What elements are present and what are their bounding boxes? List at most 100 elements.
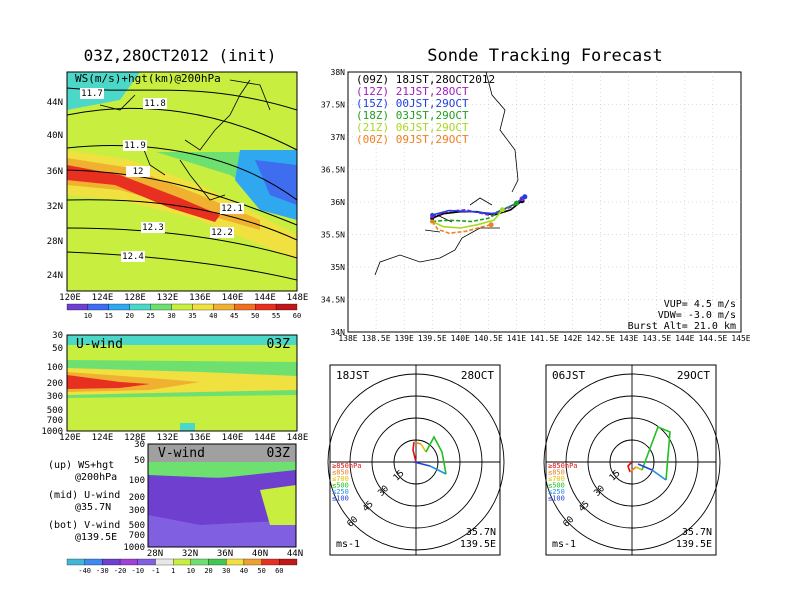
map-lat-ticks: 44N 40N 36N 32N 28N 24N xyxy=(47,98,63,281)
tracking-lon-tick: 143E xyxy=(619,334,638,343)
map-frame xyxy=(66,71,298,292)
ws-colorbar-tick: 10 xyxy=(84,312,92,320)
contour-label-bg xyxy=(121,251,145,262)
contour-label-text: 12.3 xyxy=(142,223,164,233)
contour-label-text: 12.4 xyxy=(122,252,144,262)
polar-pressure-level: ≤700 xyxy=(548,475,565,483)
tracking-legend: (09Z) 18JST,28OCT2012(12Z) 21JST,28OCT(1… xyxy=(356,73,495,146)
track-burst-marker xyxy=(488,222,494,228)
map-lon-tick: 136E xyxy=(189,293,211,303)
contour-labels: 11.7 11.8 11.9 12 12.1 12.2 12.3 12.4 xyxy=(80,88,244,262)
tracking-lat-tick: 36.5N xyxy=(321,166,345,175)
polar-unit: ms-1 xyxy=(552,539,576,550)
ws-colorbar-swatch xyxy=(66,303,89,311)
ws-colorbar-swatch xyxy=(150,303,172,311)
uwind-time: 03Z xyxy=(267,337,291,352)
uwind-p-tick: 100 xyxy=(47,363,63,373)
vwind-p-tick: 500 xyxy=(129,521,145,531)
tracking-lon-tick: 143.5E xyxy=(642,334,671,343)
track-line xyxy=(431,221,492,235)
vwind-label: V-wind xyxy=(158,446,205,461)
legend-note-line1: (bot) V-wind xyxy=(48,520,120,531)
contour-label: 12 xyxy=(126,166,150,177)
tracking-lon-tick: 142.5E xyxy=(586,334,615,343)
uv-colorbar-swatch xyxy=(173,558,191,566)
tracking-param: Burst Alt= 21.0 km xyxy=(628,321,736,332)
map-title: 03Z,28OCT2012 (init) xyxy=(84,46,277,65)
hodograph-trace xyxy=(420,443,427,453)
ws-colorbar-tick: 45 xyxy=(230,312,238,320)
tracking-lat-tick: 36N xyxy=(331,198,346,207)
track-burst-marker xyxy=(499,207,505,213)
polar-time: 06JST xyxy=(552,369,585,382)
uwind-p-tick: 700 xyxy=(47,416,63,426)
tracking-lat-tick: 38N xyxy=(331,68,346,77)
hodograph-trace xyxy=(651,469,667,481)
contour-label: 11.7 xyxy=(80,88,104,99)
contour-label-text: 11.8 xyxy=(144,99,166,109)
contour-label-bg xyxy=(80,88,104,99)
sonde-tracks xyxy=(430,194,528,235)
tracking-legend-item: (09Z) 18JST,28OCT2012 xyxy=(356,73,495,86)
contour-label-text: 12.2 xyxy=(211,228,233,238)
hodograph-trace xyxy=(413,461,431,467)
contour-label: 11.9 xyxy=(123,140,147,151)
polar-pressure-level: ≤250 xyxy=(548,488,565,496)
vwind-lat-tick: 44N xyxy=(287,549,303,559)
uwind-p-tick: 1000 xyxy=(41,427,63,437)
uv-colorbar-tick: -30 xyxy=(96,567,109,575)
vwind-lat-ticks: 28N 32N 36N 40N 44N xyxy=(147,549,303,559)
ws-colorbar-tick: 25 xyxy=(146,312,154,320)
uv-colorbar-tick: -10 xyxy=(131,567,144,575)
legend-note-line2: @200hPa xyxy=(75,472,117,483)
polar-panel-right: 06JST 29OCT15304560≥850hPa≤850≤700≤500≤25… xyxy=(543,364,721,556)
tracking-lat-tick: 37.5N xyxy=(321,101,345,110)
polar-location-lon: 139.5E xyxy=(460,539,496,550)
ws-colorbar-tick: 35 xyxy=(188,312,196,320)
legend-note-line1: (up) WS+hgt xyxy=(48,460,114,471)
tracking-lon-ticks: 138E 138.5E 139E 139.5E 140E 140.5E 141E 141.5E… xyxy=(338,334,750,343)
map-lat-tick: 44N xyxy=(47,98,63,108)
track-line xyxy=(431,209,504,229)
tracking-lon-tick: 139.5E xyxy=(418,334,447,343)
hodograph-trace xyxy=(413,441,422,445)
track-burst-marker xyxy=(522,194,528,200)
uwind-lon-tick: 148E xyxy=(287,433,309,443)
vwind-p-tick: 300 xyxy=(129,506,145,516)
vwind-lat-tick: 36N xyxy=(217,549,233,559)
ws-colorbar-swatch xyxy=(234,303,256,311)
tracking-title: Sonde Tracking Forecast xyxy=(427,46,662,66)
polar-pressure-level: ≤850 xyxy=(548,469,565,477)
uv-colorbar-tick: -20 xyxy=(114,567,127,575)
polar-pressure-level: ≤700 xyxy=(332,475,349,483)
uv-colorbar-swatch xyxy=(137,558,156,566)
vwind-lat-tick: 40N xyxy=(252,549,268,559)
uv-colorbar-swatch xyxy=(226,558,245,566)
hodograph-trace xyxy=(629,466,637,473)
contour-label-bg xyxy=(210,227,234,238)
tracking-lon-tick: 141E xyxy=(507,334,526,343)
polar-pressure-level: ≤250 xyxy=(332,488,349,496)
uwind-lon-ticks: 120E 124E 128E 132E 136E 140E 144E 148E xyxy=(59,433,308,443)
map-lat-tick: 24N xyxy=(47,271,63,281)
tracking-lon-tick: 141.5E xyxy=(530,334,559,343)
ws-colorbar-swatch xyxy=(213,303,235,311)
ws-colorbar-tick: 30 xyxy=(167,312,175,320)
contour-label-bg xyxy=(141,222,165,233)
tracking-legend-item: (15Z) 00JST,29OCT xyxy=(356,97,469,110)
polar-pressure-level: ≤500 xyxy=(332,482,349,490)
uwind-lon-tick: 144E xyxy=(254,433,276,443)
vwind-p-tick: 100 xyxy=(129,476,145,486)
ws-colorbar-swatch xyxy=(108,303,130,311)
tracking-lon-tick: 140.5E xyxy=(474,334,503,343)
uwind-lon-tick: 124E xyxy=(92,433,114,443)
hodograph-trace xyxy=(412,441,417,463)
contour-label-text: 12.1 xyxy=(221,204,243,214)
uv-colorbar-tick: -40 xyxy=(78,567,91,575)
contour-label: 12.1 xyxy=(220,203,244,214)
uwind-p-tick: 200 xyxy=(47,379,63,389)
ws-colorbar-swatch xyxy=(275,303,298,311)
